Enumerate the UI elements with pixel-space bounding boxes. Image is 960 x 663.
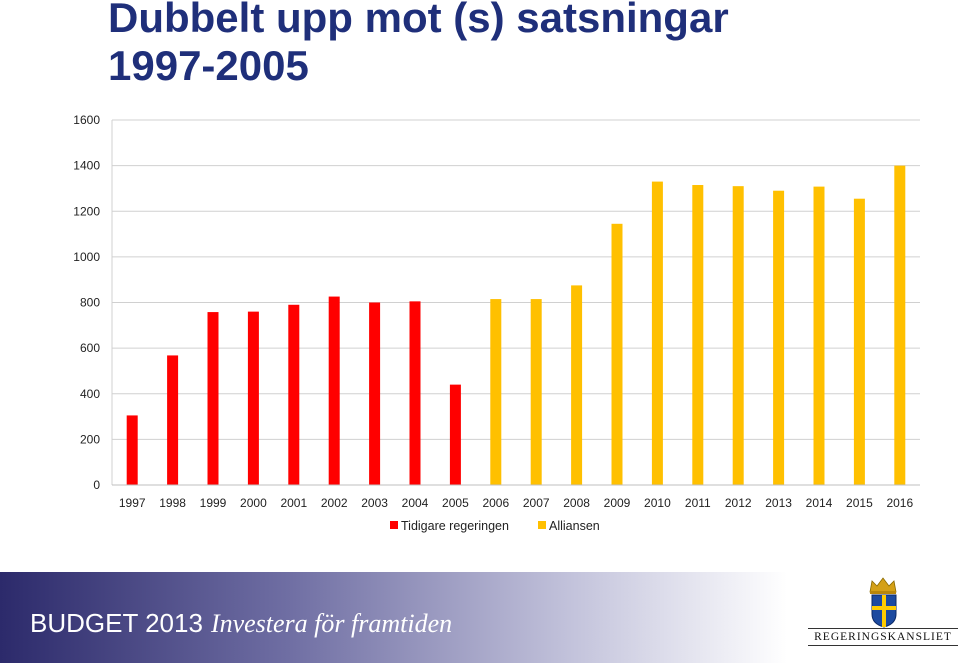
title-line-1: Dubbelt upp mot (s) satsningar	[108, 0, 729, 41]
x-tick-label: 2003	[361, 496, 388, 510]
bar	[651, 181, 663, 485]
y-tick-label: 1000	[73, 250, 100, 264]
bar	[490, 299, 502, 485]
legend-label: Tidigare regeringen	[401, 519, 509, 533]
x-tick-label: 2016	[886, 496, 913, 510]
bar-chart: 0 200 400 600 800 1000 1200 1400 1600 1997 1998 199…	[73, 113, 920, 533]
y-tick-label: 800	[80, 296, 100, 310]
chart-title: Dubbelt upp mot (s) satsningar 1997-2005	[108, 0, 729, 90]
y-tick-label: 1200	[73, 204, 100, 218]
x-tick-label: 1997	[119, 496, 146, 510]
legend-swatch	[538, 521, 546, 529]
x-tick-label: 2014	[806, 496, 833, 510]
bar	[894, 165, 906, 485]
bar	[328, 296, 340, 485]
bar	[288, 304, 300, 485]
x-tick-label: 2012	[725, 496, 752, 510]
bar	[692, 185, 704, 485]
title-line-2: 1997-2005	[108, 42, 309, 89]
x-tick-label: 2000	[240, 496, 267, 510]
bar	[853, 198, 865, 485]
legend-swatch	[390, 521, 398, 529]
bar	[409, 301, 421, 485]
bar	[530, 299, 542, 485]
y-tick-label: 600	[80, 341, 100, 355]
x-tick-label: 2008	[563, 496, 590, 510]
x-tick-label: 2013	[765, 496, 792, 510]
x-tick-label: 2005	[442, 496, 469, 510]
x-tick-label: 2009	[604, 496, 631, 510]
y-tick-label: 0	[93, 478, 100, 492]
y-tick-label: 1400	[73, 159, 100, 173]
x-tick-label: 2015	[846, 496, 873, 510]
bar	[167, 355, 179, 485]
footer-banner: BUDGET 2013 Investera för framtiden REGER…	[0, 572, 960, 663]
bar	[611, 223, 623, 485]
x-tick-label: 2001	[280, 496, 307, 510]
regeringskansliet-logo: REGERINGSKANSLIET	[808, 576, 958, 660]
bar	[813, 186, 825, 486]
x-tick-label: 2011	[685, 496, 711, 510]
budget-label: BUDGET 2013	[30, 608, 203, 638]
bar	[207, 312, 219, 485]
x-tick-label: 2006	[482, 496, 509, 510]
crown-icon	[869, 577, 897, 594]
logo-text: REGERINGSKANSLIET	[808, 628, 958, 646]
bar	[247, 311, 259, 485]
bar	[449, 384, 461, 485]
x-tick-label: 2004	[402, 496, 429, 510]
bar	[369, 302, 381, 485]
y-tick-label: 200	[80, 432, 100, 446]
bar	[773, 190, 785, 485]
slogan-label: Investera för framtiden	[210, 609, 453, 638]
footer-text: BUDGET 2013 Investera för framtiden	[30, 608, 452, 639]
bar	[126, 415, 138, 485]
bar	[732, 186, 744, 485]
y-tick-label: 1600	[73, 113, 100, 127]
x-tick-label: 1998	[159, 496, 186, 510]
x-tick-label: 2002	[321, 496, 348, 510]
x-tick-label: 2010	[644, 496, 671, 510]
shield-icon	[871, 594, 897, 628]
y-tick-label: 400	[80, 387, 100, 401]
legend-label: Alliansen	[549, 519, 600, 533]
bar	[571, 285, 583, 485]
x-tick-label: 2007	[523, 496, 550, 510]
x-tick-label: 1999	[200, 496, 227, 510]
